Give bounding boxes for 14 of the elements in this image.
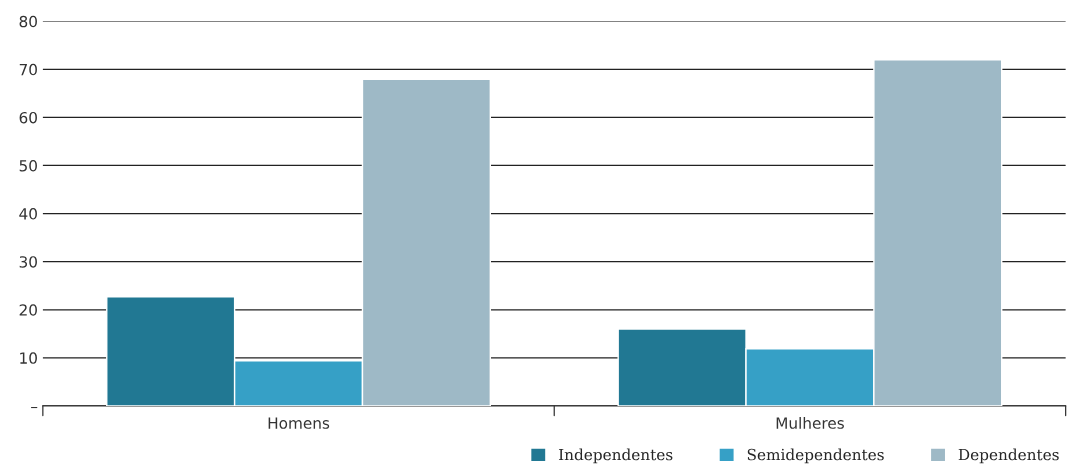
y-tick-label: 50 [19, 159, 37, 172]
y-tick-label: 20 [19, 304, 37, 316]
y-tick-label: 40 [19, 208, 37, 220]
y-tick-label: 80 [19, 15, 37, 28]
legend-label: Independentes [558, 448, 673, 464]
y-tick-label: – [31, 407, 38, 409]
x-tick-label: Homens [268, 417, 330, 429]
legend-label: Semidependentes [747, 448, 884, 464]
y-tick-label: 10 [20, 352, 37, 364]
y-tick-label: 60 [19, 111, 37, 124]
y-tick-label: 30 [19, 256, 37, 268]
legend-label: Dependentes [958, 448, 1059, 464]
y-tick-label: 70 [19, 63, 37, 76]
x-tick-label: Mulheres [776, 417, 844, 429]
